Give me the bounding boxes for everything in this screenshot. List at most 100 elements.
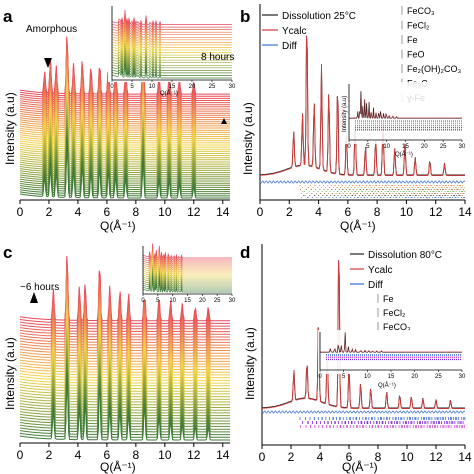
panel-a-inset-label: 8 hours bbox=[201, 52, 234, 63]
panel-c-ylabel: Intensity (a.u) bbox=[3, 337, 17, 410]
panel-b-x-tick-label: 4 bbox=[315, 205, 322, 219]
inset-pattern-line bbox=[111, 48, 232, 64]
panel-b-xlabel: Q(Å⁻¹) bbox=[340, 218, 376, 233]
inset-pattern-line bbox=[111, 53, 232, 69]
panel-c-inset-tick-label: 25 bbox=[214, 298, 221, 304]
inset-pattern-line bbox=[142, 269, 232, 286]
panel-d-inset-xlabel: Q(Å⁻¹) bbox=[378, 382, 396, 389]
panel-b-inset-tick-label: 20 bbox=[421, 144, 428, 150]
panel-b-inset-tick-label: 10 bbox=[383, 144, 390, 150]
series-ycalc-line bbox=[262, 260, 465, 410]
inset-pattern-line bbox=[111, 40, 232, 56]
panel-c-inset-tick-label: 15 bbox=[184, 298, 191, 304]
panel-d-inset-tick-label: 30 bbox=[459, 374, 466, 380]
inset-pattern-line bbox=[111, 12, 232, 28]
inset-pattern-line bbox=[142, 277, 232, 294]
panel-a-inset-xlabel: Q(Å⁻¹) bbox=[160, 90, 178, 97]
panel-a-inset: 0 5 10 15 20 25 30 Q(Å⁻¹) 8 hours bbox=[108, 4, 236, 97]
panel-c-inset-ticks: 0 5 10 15 20 25 30 bbox=[141, 294, 236, 304]
series-diff-line bbox=[261, 410, 466, 414]
panel-d-x-tick-label: 4 bbox=[317, 450, 324, 464]
inset-pattern-line bbox=[111, 20, 232, 36]
panel-a-inset-tick-label: 5 bbox=[130, 84, 134, 90]
panel-d-x-tick-label: 14 bbox=[458, 450, 472, 464]
triangle-up-arrow-icon bbox=[30, 292, 38, 303]
panel-d-x-tick-label: 10 bbox=[400, 450, 414, 464]
panel-b-x-tick-label: 12 bbox=[429, 205, 443, 219]
inset-dissolution-line bbox=[320, 332, 462, 353]
phase-legend-label: Fe bbox=[383, 294, 394, 304]
panel-b-x-tick-label: 14 bbox=[458, 205, 472, 219]
panel-a-annotation: Amorphous bbox=[26, 24, 77, 35]
inset-pattern-line bbox=[111, 27, 232, 44]
panel-b-inset-xlabel: Q(Å⁻¹) bbox=[395, 151, 413, 158]
phase-legend-label: FeO bbox=[407, 50, 425, 60]
panel-c-x-tick-label: 10 bbox=[158, 448, 172, 462]
panel-d-legend: Dissolution 80°C Ycalc Diff Fe FeCl₂ FeCO₃ bbox=[350, 250, 442, 332]
legend-ycalc: Ycalc bbox=[368, 265, 392, 276]
panel-d-ylabel: Intensity (a.u) bbox=[243, 327, 257, 400]
inset-pattern-line bbox=[142, 275, 232, 292]
inset-pattern-line bbox=[111, 14, 232, 31]
panel-b-inset-tick-label: 5 bbox=[366, 144, 370, 150]
phase-legend-label: Fe₂(OH)₂CO₃ bbox=[407, 64, 461, 74]
panel-a-inset-tick-label: 10 bbox=[149, 84, 156, 90]
series-diff-line bbox=[259, 180, 466, 184]
panel-d-inset-tick-label: 10 bbox=[364, 374, 371, 380]
phase-legend-label: FeCl₂ bbox=[383, 308, 406, 318]
legend-diff: Diff bbox=[282, 41, 297, 52]
phase-legend-label: FeCl₂ bbox=[407, 21, 430, 31]
legend-ycalc: Ycalc bbox=[282, 26, 306, 37]
inset-pattern-line bbox=[142, 253, 232, 270]
inset-pattern-line bbox=[111, 30, 232, 46]
inset-pattern-line bbox=[111, 37, 232, 54]
stacked-pattern-line bbox=[19, 140, 230, 199]
triangle-down-arrow-icon bbox=[44, 58, 52, 68]
panel-b-letter: b bbox=[240, 7, 250, 26]
panel-a-inset-tick-label: 20 bbox=[189, 84, 196, 90]
panel-b-x-ticks: 0 2 4 6 8 10 12 14 bbox=[257, 200, 472, 219]
panel-d-letter: d bbox=[240, 243, 250, 262]
panel-a-inset-tick-label: 15 bbox=[169, 84, 176, 90]
panel-c-inset-patterns bbox=[142, 243, 232, 294]
panel-b-phase-ticks bbox=[299, 185, 466, 198]
inset-pattern-line bbox=[142, 273, 232, 290]
panel-a-x-tick-label: 10 bbox=[158, 205, 172, 219]
inset-pattern-line bbox=[142, 271, 232, 288]
phase-legend-label: FeCO₃ bbox=[407, 6, 435, 16]
panel-b-inset-patterns bbox=[349, 91, 462, 131]
inset-pattern-line bbox=[142, 243, 232, 260]
inset-pattern-line bbox=[142, 245, 232, 262]
panel-d-inset-tick-label: 0 bbox=[318, 374, 322, 380]
panel-b-x-tick-label: 8 bbox=[374, 205, 381, 219]
panel-b-ylabel: Intensity (a.u) bbox=[241, 102, 255, 175]
panel-b-inset: 0 5 10 15 20 25 30 Q(Å⁻¹) Intensity (a.u) bbox=[342, 82, 466, 158]
panel-d-phase-ticks bbox=[299, 417, 466, 428]
panel-d-x-ticks: 0 2 4 6 8 10 12 14 bbox=[259, 445, 472, 464]
panel-c-inset: 0 5 10 15 20 25 30 bbox=[140, 243, 236, 304]
panel-c-inset-tick-label: 0 bbox=[141, 298, 145, 304]
panel-c-x-tick-label: 4 bbox=[75, 448, 82, 462]
inset-pattern-line bbox=[142, 263, 232, 280]
panel-c-x-tick-label: 6 bbox=[104, 448, 111, 462]
panel-a-x-tick-label: 14 bbox=[216, 205, 230, 219]
inset-pattern-line bbox=[142, 265, 232, 282]
panel-c-x-tick-label: 0 bbox=[17, 448, 24, 462]
phase-legend-label: FeCO₃ bbox=[383, 322, 411, 332]
panel-c-letter: c bbox=[3, 243, 12, 262]
panel-a-ylabel: Intensity (a.u) bbox=[3, 92, 17, 165]
panel-a-x-ticks: 0 2 4 6 8 10 12 14 bbox=[17, 200, 230, 219]
panel-c-annotation: ~6 hours bbox=[20, 282, 59, 293]
inset-pattern-line bbox=[142, 255, 232, 272]
panel-b-inset-tick-label: 30 bbox=[459, 144, 466, 150]
panel-d-xlabel: Q(Å⁻¹) bbox=[342, 459, 378, 474]
panel-a-letter: a bbox=[3, 7, 13, 26]
panel-d-series bbox=[261, 260, 466, 414]
panel-d-inset-tick-label: 25 bbox=[435, 374, 442, 380]
panel-a: a 0 2 4 6 8 10 12 14 Q(Å⁻¹) Intensity (a.u) Amo… bbox=[3, 4, 236, 233]
panel-c-stacked-patterns bbox=[19, 255, 230, 441]
phase-legend-label: Fe bbox=[407, 35, 418, 45]
panel-b-inset-ylabel: Intensity (a.u) bbox=[342, 96, 348, 132]
panel-b-x-tick-label: 10 bbox=[400, 205, 414, 219]
